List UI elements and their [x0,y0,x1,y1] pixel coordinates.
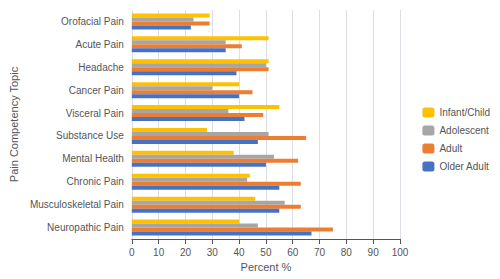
svg-text:Headache: Headache [78,62,124,73]
svg-text:30: 30 [207,247,219,258]
svg-text:Substance Use: Substance Use [56,130,124,141]
svg-text:20: 20 [180,247,192,258]
svg-text:0: 0 [129,247,135,258]
svg-text:Musculoskeletal Pain: Musculoskeletal Pain [30,199,124,210]
svg-text:40: 40 [234,247,246,258]
svg-text:Neuropathic Pain: Neuropathic Pain [47,222,124,233]
svg-text:Pain Competency Topic: Pain Competency Topic [8,66,20,182]
svg-text:Older Adult: Older Adult [439,161,489,172]
svg-text:Acute Pain: Acute Pain [75,39,123,50]
svg-text:60: 60 [287,247,299,258]
svg-text:Adult: Adult [439,143,462,154]
svg-text:100: 100 [392,247,409,258]
svg-text:Visceral Pain: Visceral Pain [66,108,124,119]
svg-text:70: 70 [314,247,326,258]
svg-text:Adolescent: Adolescent [439,125,489,136]
svg-text:Infant/Child: Infant/Child [439,107,490,118]
svg-text:Percent %: Percent % [241,261,292,273]
svg-text:90: 90 [368,247,380,258]
svg-text:Orofacial Pain: Orofacial Pain [61,16,124,27]
svg-text:50: 50 [260,247,272,258]
svg-text:10: 10 [153,247,165,258]
svg-text:80: 80 [341,247,353,258]
svg-text:Cancer Pain: Cancer Pain [69,85,124,96]
svg-text:Chronic Pain: Chronic Pain [67,176,124,187]
svg-text:Mental Health: Mental Health [62,153,124,164]
